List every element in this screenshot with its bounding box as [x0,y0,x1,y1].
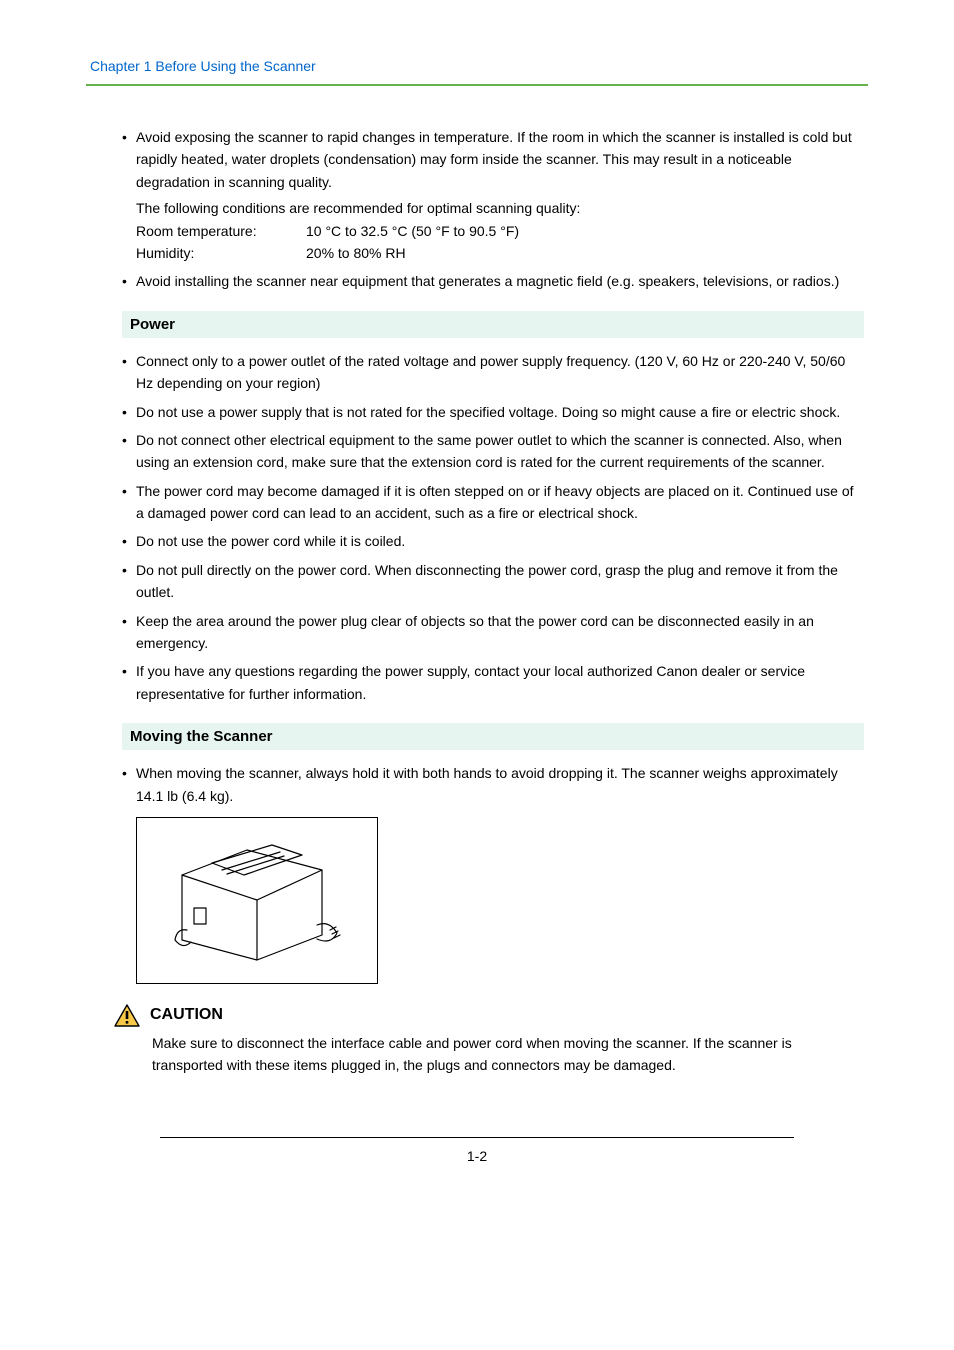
list-item: Do not use the power cord while it is co… [122,530,864,552]
header-rule [86,84,868,86]
moving-bullets: When moving the scanner, always hold it … [122,762,864,807]
list-item: Avoid installing the scanner near equipm… [122,270,864,292]
list-item: Do not use a power supply that is not ra… [122,401,864,423]
list-item: Avoid exposing the scanner to rapid chan… [122,126,864,264]
condition-row: Room temperature: 10 °C to 32.5 °C (50 °… [136,220,864,242]
power-heading: Power [122,311,864,338]
list-item: Keep the area around the power plug clea… [122,610,864,655]
caution-block: CAUTION [114,1004,864,1028]
power-bullets: Connect only to a power outlet of the ra… [122,350,864,705]
list-item: Connect only to a power outlet of the ra… [122,350,864,395]
list-item: Do not pull directly on the power cord. … [122,559,864,604]
page: Chapter 1 Before Using the Scanner Avoid… [0,0,954,1204]
caution-label: CAUTION [150,1006,223,1024]
footer-rule [160,1137,794,1139]
list-item: The power cord may become damaged if it … [122,480,864,525]
list-item: Do not connect other electrical equipmen… [122,429,864,474]
bullet-text: Avoid exposing the scanner to rapid chan… [136,129,852,190]
caution-icon [114,1004,140,1028]
list-item: When moving the scanner, always hold it … [122,762,864,807]
conditions-intro: The following conditions are recommended… [136,197,864,219]
condition-value: 20% to 80% RH [306,242,406,264]
condition-label: Humidity: [136,242,306,264]
scanner-line-art [152,830,362,970]
page-number: 1-2 [90,1148,864,1164]
condition-value: 10 °C to 32.5 °C (50 °F to 90.5 °F) [306,220,519,242]
caution-body: Make sure to disconnect the interface ca… [152,1032,864,1077]
chapter-header: Chapter 1 Before Using the Scanner [90,58,864,74]
condition-row: Humidity: 20% to 80% RH [136,242,864,264]
condition-label: Room temperature: [136,220,306,242]
location-bullets-pre: Avoid exposing the scanner to rapid chan… [122,126,864,293]
moving-heading: Moving the Scanner [122,723,864,750]
list-item: If you have any questions regarding the … [122,660,864,705]
scanner-illustration [136,817,378,984]
